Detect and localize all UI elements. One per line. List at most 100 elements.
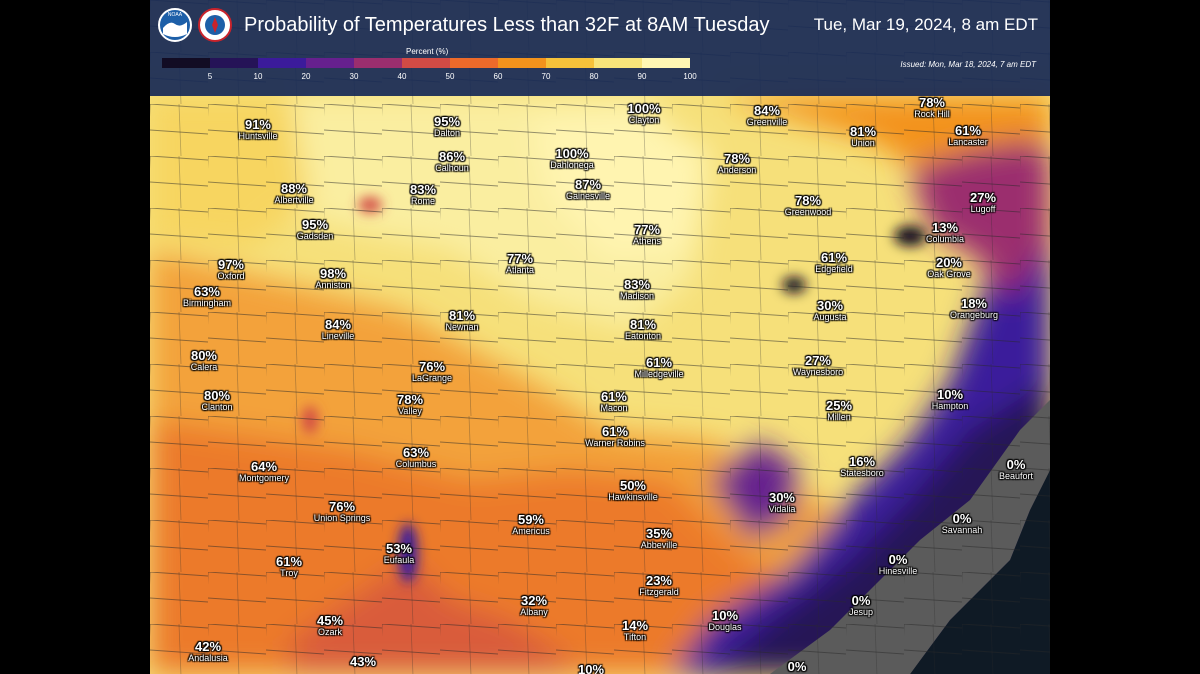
city-name: Waynesboro	[792, 367, 844, 377]
city-name: Andalusia	[188, 653, 228, 663]
probability-value: 63%	[402, 445, 430, 460]
city-probability-label: 98% Anniston	[315, 267, 350, 290]
probability-value: 77%	[506, 251, 534, 266]
city-name: Albertville	[274, 195, 314, 205]
map-title: Probability of Temperatures Less than 32…	[244, 14, 770, 36]
city-name: Macon	[600, 403, 628, 413]
probability-value: 78%	[794, 193, 822, 208]
probability-value: 32%	[520, 593, 548, 608]
probability-value: 35%	[645, 526, 673, 541]
city-name: Edgefield	[815, 264, 853, 274]
colorbar-segment	[162, 58, 210, 68]
probability-value: 87%	[574, 177, 602, 192]
colorbar-segment	[498, 58, 546, 68]
probability-value: 14%	[621, 618, 649, 633]
city-name: Warner Robins	[585, 438, 645, 448]
city-probability-label: 30% Augusta	[813, 299, 846, 322]
city-probability-label: 81% Eatonton	[625, 318, 661, 341]
city-probability-label: 97% Oxford	[217, 258, 244, 281]
city-name: Anniston	[315, 280, 351, 290]
city-probability-label: 77% Atlanta	[506, 252, 534, 275]
probability-value: 30%	[816, 298, 844, 313]
city-probability-label: 83% Madison	[620, 278, 654, 301]
city-name: Statesboro	[840, 468, 884, 478]
probability-map	[150, 0, 1050, 674]
probability-value: 0%	[952, 511, 972, 526]
probability-value: 61%	[601, 424, 629, 439]
colorbar-title: Percent (%)	[406, 47, 449, 56]
city-probability-label: 63% Birmingham	[183, 285, 231, 308]
city-probability-label: 59% Americus	[512, 513, 550, 536]
probability-value: 98%	[319, 266, 347, 281]
probability-value: 53%	[385, 541, 413, 556]
city-probability-label: 27% Waynesboro	[793, 354, 843, 377]
city-probability-label: 95% Dalton	[434, 115, 460, 138]
map-header: NOAA Probability of Temperatures Less th…	[150, 0, 1050, 96]
probability-value: 80%	[190, 348, 218, 363]
probability-value: 18%	[960, 296, 988, 311]
noaa-logo-text: NOAA	[167, 12, 183, 18]
city-probability-label: 10% Hampton	[932, 388, 969, 411]
colorbar-tick-label: 5	[207, 72, 213, 81]
county-borders	[150, 0, 1050, 674]
city-probability-label: 84% Lineville	[322, 318, 355, 341]
city-name: Birmingham	[182, 298, 232, 308]
city-probability-label: 76% Union Springs	[314, 500, 371, 523]
city-probability-label: 35% Abbeville	[641, 527, 678, 550]
probability-value: 83%	[409, 182, 437, 197]
city-name: Gainesville	[565, 191, 611, 201]
colorbar-tick-label: 100	[683, 72, 697, 81]
probability-value: 10%	[936, 387, 964, 402]
city-name: Rock Hill	[914, 109, 950, 119]
city-probability-label: 61% Troy	[276, 555, 302, 578]
city-name: Orangeburg	[949, 310, 999, 320]
probability-value: 81%	[629, 317, 657, 332]
city-name: Tifton	[623, 632, 647, 642]
probability-value: 77%	[633, 222, 661, 237]
probability-value: 61%	[600, 389, 628, 404]
city-name: Clanton	[201, 402, 233, 412]
city-name: Lineville	[321, 331, 355, 341]
city-probability-label: 81% Newnan	[445, 309, 478, 332]
probability-value: 78%	[918, 95, 946, 110]
city-probability-label: 53% Eufaula	[384, 542, 415, 565]
probability-value: 84%	[753, 103, 781, 118]
colorbar-tick-label: 10	[253, 72, 263, 81]
colorbar-segment	[594, 58, 642, 68]
city-name: Anderson	[717, 165, 757, 175]
city-name: Greenwood	[784, 207, 832, 217]
probability-value: 84%	[324, 317, 352, 332]
probability-value: 43%	[349, 654, 377, 669]
city-name: Abbeville	[640, 540, 678, 550]
city-probability-label: 0% Savannah	[942, 512, 983, 535]
city-name: Milledgeville	[634, 369, 684, 379]
city-name: Hinesville	[878, 566, 918, 576]
city-probability-label: 100% Clayton	[627, 102, 660, 125]
nws-emblem-icon	[205, 15, 225, 35]
city-name: LaGrange	[411, 373, 453, 383]
city-probability-label: 0% Beaufort	[999, 458, 1033, 481]
city-probability-label: 0% Hinesville	[879, 553, 918, 576]
probability-value: 42%	[194, 639, 222, 654]
city-probability-label: 87% Gainesville	[566, 178, 610, 201]
city-name: Fitzgerald	[639, 587, 679, 597]
city-probability-label: 78% Valley	[397, 393, 423, 416]
city-probability-label: 32% Albany	[520, 594, 548, 617]
probability-value: 16%	[848, 454, 876, 469]
colorbar-ticks: 5 10 20 30 40 50 60 70 80 90 100	[162, 72, 697, 84]
city-name: Columbia	[925, 234, 965, 244]
city-probability-label: 20% Oak Grove	[927, 256, 971, 279]
city-name: Oak Grove	[927, 269, 971, 279]
city-name: Athens	[632, 236, 662, 246]
colorbar-segment	[258, 58, 306, 68]
city-probability-label: 10% Douglas	[708, 609, 741, 632]
city-probability-label: 14% Tifton	[622, 619, 648, 642]
city-probability-label: 77% Athens	[633, 223, 661, 246]
city-probability-label: 43%	[350, 655, 376, 668]
colorbar-segment	[642, 58, 690, 68]
colorbar-segment	[546, 58, 594, 68]
city-probability-label: 76% LaGrange	[412, 360, 452, 383]
city-name: Union	[851, 138, 875, 148]
probability-value: 76%	[328, 499, 356, 514]
probability-value: 10%	[577, 662, 605, 674]
